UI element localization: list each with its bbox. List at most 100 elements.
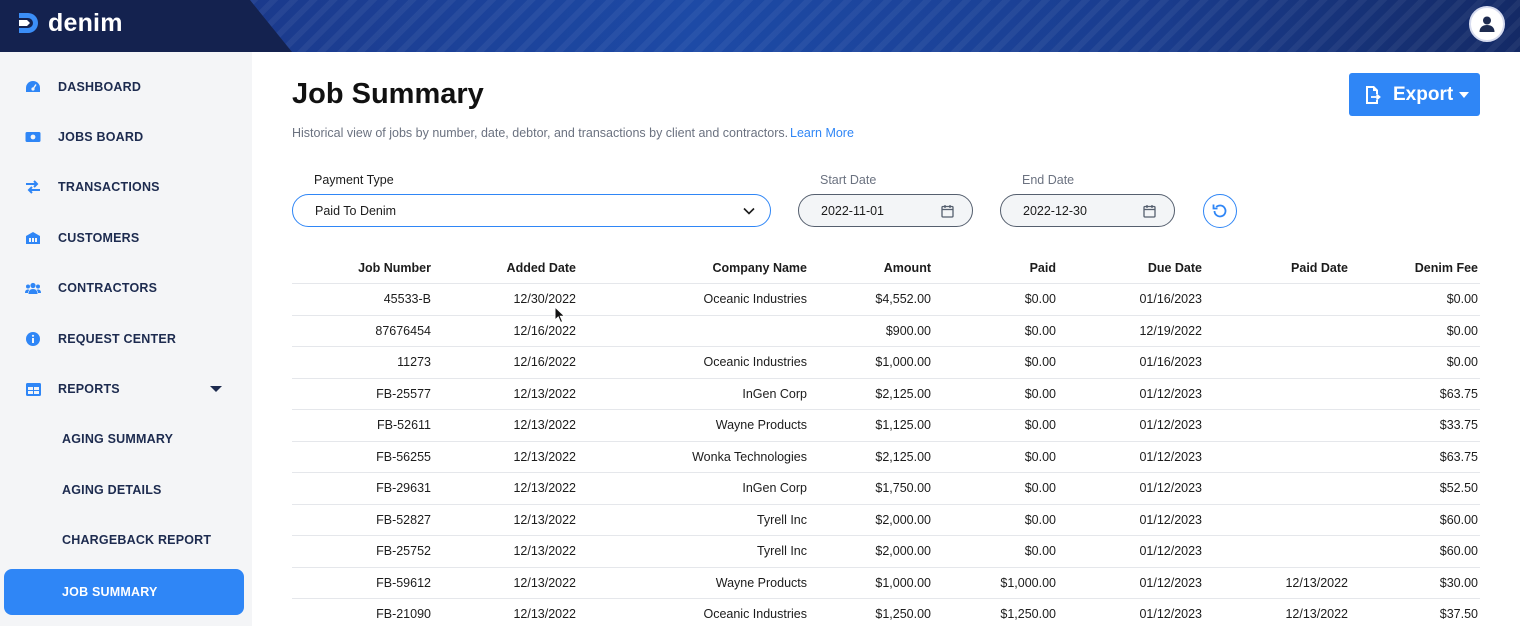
paid-cell: $0.00 <box>1024 355 1056 370</box>
sidebar-item-label: TRANSACTIONS <box>58 180 160 194</box>
company-name-cell: Tyrell Inc <box>756 544 807 559</box>
reset-icon <box>1212 204 1227 218</box>
sidebar-item-customers[interactable]: CUSTOMERS <box>0 215 252 261</box>
column-header-added-date[interactable]: Added Date <box>506 260 576 275</box>
column-header-paid-date[interactable]: Paid Date <box>1291 260 1348 275</box>
table-row[interactable]: 11273 12/16/2022 Oceanic Industries $1,000.… <box>292 347 1480 379</box>
payment-type-select[interactable]: Paid To Denim <box>292 194 771 227</box>
added-date-cell: 12/16/2022 <box>513 323 576 338</box>
job-number-cell: FB-56255 <box>376 449 431 464</box>
denim-fee-cell: $0.00 <box>1446 323 1478 338</box>
table-row[interactable]: FB-25577 12/13/2022 InGen Corp $2,125.00 $0.… <box>292 379 1480 410</box>
sidebar-item-label: DASHBOARD <box>58 80 142 94</box>
sidebar-item-aging-summary[interactable]: AGING SUMMARY <box>0 416 252 462</box>
column-header-amount[interactable]: Amount <box>883 260 931 275</box>
export-button[interactable]: Export <box>1349 73 1480 116</box>
added-date-cell: 12/16/2022 <box>513 355 576 370</box>
job-number-cell: FB-25577 <box>376 386 431 401</box>
amount-cell: $4,552.00 <box>875 292 931 307</box>
added-date-cell: 12/13/2022 <box>513 481 576 496</box>
chevron-down-icon[interactable] <box>210 386 222 392</box>
users-icon <box>25 280 41 296</box>
column-header-company-name[interactable]: Company Name <box>712 260 807 275</box>
chevron-down-icon <box>1459 91 1470 98</box>
denim-fee-cell: $60.00 <box>1439 544 1478 559</box>
end-date-input[interactable]: 2022-12-30 <box>1000 194 1175 227</box>
denim-fee-cell: $0.00 <box>1446 292 1478 307</box>
sidebar-item-label: CUSTOMERS <box>58 231 140 245</box>
job-summary-table: Job Number Added Date Company Name Amoun… <box>292 252 1480 626</box>
column-header-denim-fee[interactable]: Denim Fee <box>1414 260 1478 275</box>
amount-cell: $2,000.00 <box>875 512 931 527</box>
sidebar-item-dashboard[interactable]: DASHBOARD <box>0 64 252 110</box>
top-bar: denim <box>0 0 1520 52</box>
sidebar-item-label: AGING SUMMARY <box>62 432 174 446</box>
end-date-label: End Date <box>1022 173 1075 187</box>
start-date-input[interactable]: 2022-11-01 <box>798 194 973 227</box>
table-row[interactable]: FB-56255 12/13/2022 Wonka Technologies $2,1… <box>292 442 1480 473</box>
sidebar-item-chargeback-report[interactable]: CHARGEBACK REPORT <box>0 517 252 563</box>
table-header-row: Job Number Added Date Company Name Amoun… <box>292 252 1480 284</box>
sidebar-item-reports[interactable]: REPORTS <box>0 366 252 412</box>
table-row[interactable]: FB-25752 12/13/2022 Tyrell Inc $2,000.00 $0.… <box>292 536 1480 568</box>
job-number-cell: FB-52827 <box>376 512 431 527</box>
added-date-cell: 12/13/2022 <box>513 418 576 433</box>
table-row[interactable]: 87676454 12/16/2022 $900.00 $0.00 12/19/2022… <box>292 316 1480 347</box>
table-row[interactable]: FB-52611 12/13/2022 Wayne Products $1,125.0… <box>292 410 1480 442</box>
sidebar-item-request-center[interactable]: REQUEST CENTER <box>0 316 252 362</box>
paid-cell: $0.00 <box>1024 449 1056 464</box>
paid-cell: $0.00 <box>1024 512 1056 527</box>
paid-cell: $1,000.00 <box>1000 575 1056 590</box>
calendar-icon[interactable] <box>941 204 954 218</box>
money-icon <box>25 129 41 145</box>
added-date-cell: 12/13/2022 <box>513 544 576 559</box>
learn-more-link[interactable]: Learn More <box>790 126 854 140</box>
page-title: Job Summary <box>292 78 484 110</box>
sidebar-item-contractors[interactable]: CONTRACTORS <box>0 265 252 311</box>
mouse-cursor-icon <box>554 306 566 324</box>
due-date-cell: 01/12/2023 <box>1139 544 1202 559</box>
amount-cell: $2,125.00 <box>875 449 931 464</box>
amount-cell: $1,125.00 <box>875 418 931 433</box>
denim-fee-cell: $30.00 <box>1439 575 1478 590</box>
denim-fee-cell: $63.75 <box>1439 386 1478 401</box>
column-header-due-date[interactable]: Due Date <box>1147 260 1202 275</box>
logo[interactable]: denim <box>16 10 123 36</box>
reset-filters-button[interactable] <box>1203 194 1237 228</box>
start-date-value: 2022-11-01 <box>821 203 885 218</box>
calendar-icon[interactable] <box>1143 204 1156 218</box>
table-row[interactable]: FB-29631 12/13/2022 InGen Corp $1,750.00 $0.… <box>292 473 1480 505</box>
amount-cell: $900.00 <box>885 323 931 338</box>
sidebar-item-jobs-board[interactable]: JOBS BOARD <box>0 114 252 160</box>
sidebar-item-label: CONTRACTORS <box>58 281 158 295</box>
column-header-paid[interactable]: Paid <box>1029 260 1056 275</box>
job-number-cell: 45533-B <box>383 292 431 307</box>
sidebar-item-transactions[interactable]: TRANSACTIONS <box>0 164 252 210</box>
denim-fee-cell: $63.75 <box>1439 449 1478 464</box>
sidebar-item-label: JOBS BOARD <box>58 130 144 144</box>
user-menu-button[interactable] <box>1469 6 1505 42</box>
column-header-job-number[interactable]: Job Number <box>358 260 431 275</box>
company-name-cell: InGen Corp <box>742 386 807 401</box>
gauge-icon <box>25 79 41 95</box>
sidebar-item-job-summary[interactable]: JOB SUMMARY <box>4 569 244 615</box>
due-date-cell: 01/12/2023 <box>1139 386 1202 401</box>
amount-cell: $2,125.00 <box>875 386 931 401</box>
chevron-down-icon <box>743 207 755 215</box>
paid-cell: $0.00 <box>1024 386 1056 401</box>
job-number-cell: FB-21090 <box>376 607 431 622</box>
paid-cell: $1,250.00 <box>1000 607 1056 622</box>
table-row[interactable]: 45533-B 12/30/2022 Oceanic Industries $4,55… <box>292 284 1480 316</box>
amount-cell: $1,750.00 <box>875 481 931 496</box>
due-date-cell: 01/12/2023 <box>1139 512 1202 527</box>
sidebar-item-aging-details[interactable]: AGING DETAILS <box>0 467 252 513</box>
amount-cell: $2,000.00 <box>875 544 931 559</box>
table-row[interactable]: FB-59612 12/13/2022 Wayne Products $1,000.0… <box>292 568 1480 599</box>
export-file-icon <box>1366 85 1381 104</box>
job-number-cell: 11273 <box>397 355 431 370</box>
table-row[interactable]: FB-21090 12/13/2022 Oceanic Industries $1,2… <box>292 599 1480 626</box>
company-name-cell: Tyrell Inc <box>756 512 807 527</box>
building-icon <box>25 230 41 246</box>
due-date-cell: 01/12/2023 <box>1139 449 1202 464</box>
table-row[interactable]: FB-52827 12/13/2022 Tyrell Inc $2,000.00 $0.… <box>292 505 1480 536</box>
